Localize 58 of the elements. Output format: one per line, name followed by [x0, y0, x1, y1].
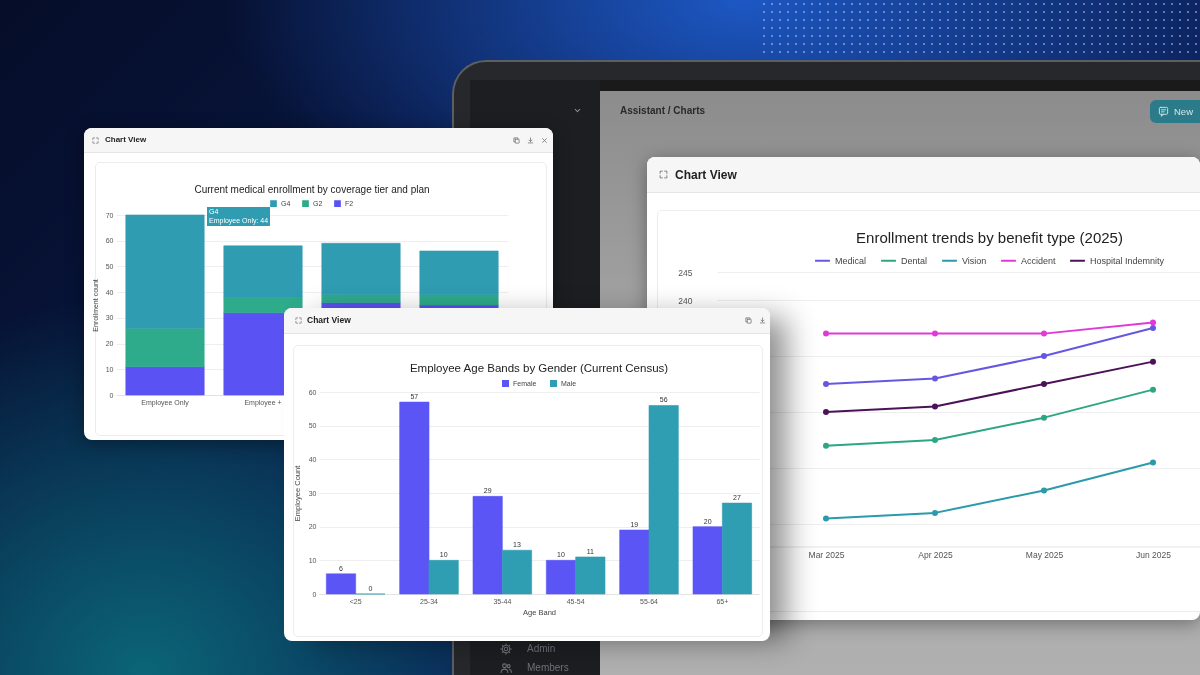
text: Assistant / Charts — [620, 105, 706, 116]
point — [932, 510, 938, 517]
point — [1150, 319, 1156, 326]
bar — [502, 549, 532, 595]
bar — [722, 502, 752, 595]
point — [823, 442, 829, 449]
legend-label: Vision — [962, 256, 987, 267]
bar — [692, 526, 723, 595]
point — [1041, 487, 1047, 494]
point — [1150, 325, 1156, 332]
point — [1150, 358, 1156, 365]
y-tick-label: 240 — [678, 295, 693, 306]
text: Admin — [527, 643, 556, 654]
text: New — [1174, 105, 1194, 117]
bar — [546, 560, 576, 595]
x-tick-label: Mar 2025 — [808, 550, 845, 561]
x-tick-label: May 2025 — [1025, 550, 1064, 561]
legend-label: Dental — [901, 256, 928, 267]
point — [823, 515, 829, 522]
point — [1150, 386, 1156, 393]
bar — [575, 556, 606, 595]
y-tick-label: 245 — [678, 267, 693, 278]
legend-label: Accident — [1021, 256, 1057, 267]
point — [1041, 330, 1047, 337]
bar — [326, 573, 356, 595]
x-tick-label: Jun 2025 — [1136, 550, 1172, 561]
bar — [419, 250, 499, 296]
text: Chart View — [105, 135, 147, 144]
bar — [472, 496, 503, 595]
bar — [619, 529, 650, 595]
text: Members — [527, 662, 569, 673]
bar — [125, 366, 205, 396]
point — [1041, 414, 1047, 421]
legend-label: Hospital Indemnity — [1090, 256, 1165, 267]
legend-label: Medical — [835, 256, 867, 267]
point — [1041, 381, 1047, 388]
point — [1041, 353, 1047, 360]
point — [823, 330, 829, 337]
x-tick-label: Apr 2025 — [918, 550, 954, 561]
bar — [648, 405, 679, 595]
point — [932, 437, 938, 444]
point — [932, 375, 938, 382]
bar — [321, 242, 401, 296]
bar — [399, 401, 430, 595]
bar — [125, 327, 205, 368]
point — [932, 330, 938, 337]
bar — [223, 245, 303, 298]
text: Chart View — [675, 167, 737, 182]
chart-title: Current medical enrollment by coverage tier and plan — [194, 184, 430, 195]
bar — [125, 214, 205, 329]
bar — [419, 294, 499, 306]
bar — [428, 560, 459, 595]
point — [823, 409, 829, 416]
point — [1150, 459, 1156, 466]
bar — [321, 294, 401, 303]
point — [823, 381, 829, 388]
chart-title: Enrollment trends by benefit type (2025) — [856, 229, 1123, 247]
point — [932, 403, 938, 410]
